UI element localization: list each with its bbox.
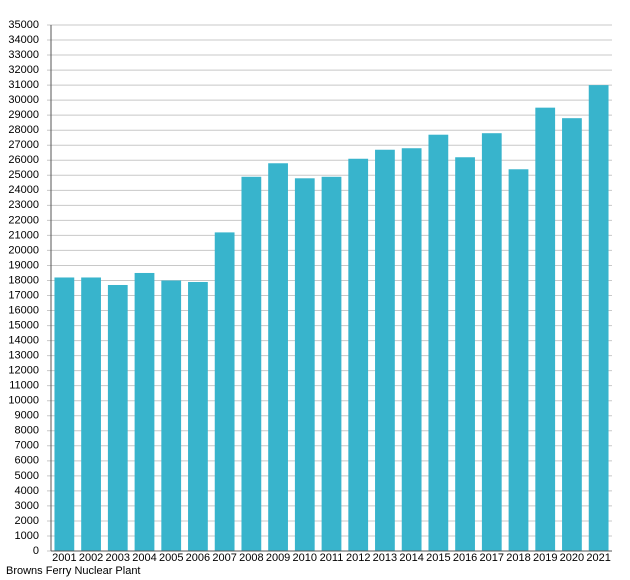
- y-tick-label: 27000: [8, 139, 39, 151]
- y-tick-label: 12000: [8, 365, 39, 377]
- x-tick-label: 2007: [212, 552, 236, 564]
- x-tick-label: 2010: [293, 552, 317, 564]
- x-tick-label: 2011: [320, 552, 344, 564]
- x-tick-label: 2004: [132, 552, 156, 564]
- x-tick-label: 2002: [79, 552, 103, 564]
- x-tick-label: 2001: [52, 552, 76, 564]
- bar: [428, 134, 449, 552]
- y-tick-label: 4000: [15, 485, 39, 497]
- y-tick-label: 34000: [8, 34, 39, 46]
- y-tick-label: 35000: [8, 19, 39, 31]
- bar: [508, 169, 529, 551]
- y-tick-label: 30000: [8, 94, 39, 106]
- x-tick-label: 2008: [239, 552, 263, 564]
- x-tick-label: 2005: [159, 552, 183, 564]
- x-tick-label: 2014: [399, 552, 423, 564]
- y-tick-label: 22000: [8, 214, 39, 226]
- y-tick-label: 19000: [8, 259, 39, 271]
- bar: [241, 176, 262, 551]
- y-tick-label: 10000: [8, 395, 39, 407]
- bar: [107, 284, 128, 551]
- y-tick-label: 15000: [8, 319, 39, 331]
- bar: [348, 158, 369, 552]
- y-tick-label: 6000: [15, 455, 39, 467]
- bar: [268, 163, 288, 551]
- bar: [161, 280, 182, 551]
- y-tick-label: 7000: [15, 440, 39, 452]
- y-tick-label: 9000: [15, 410, 39, 422]
- y-tick-label: 31000: [8, 79, 39, 91]
- bar: [481, 133, 502, 551]
- bar: [188, 281, 208, 551]
- bar: [321, 176, 342, 551]
- y-tick-label: 33000: [8, 49, 39, 61]
- y-tick-label: 2000: [15, 515, 39, 527]
- x-tick-label: 2013: [373, 552, 397, 564]
- y-tick-label: 13000: [8, 350, 39, 362]
- x-tick-label: 2003: [106, 552, 130, 564]
- x-tick-label: 2020: [560, 552, 584, 564]
- bar: [54, 277, 75, 551]
- x-tick-label: 2012: [346, 552, 370, 564]
- y-tick-label: 24000: [8, 184, 39, 196]
- y-tick-label: 28000: [8, 124, 39, 136]
- x-tick-label: 2015: [426, 552, 450, 564]
- y-tick-label: 17000: [8, 289, 39, 301]
- y-tick-label: 16000: [8, 304, 39, 316]
- y-tick-label: 25000: [8, 169, 39, 181]
- y-tick-label: 18000: [8, 274, 39, 286]
- bar: [375, 149, 395, 552]
- y-tick-label: 3000: [15, 500, 39, 512]
- x-axis-label: Browns Ferry Nuclear Plant: [6, 565, 141, 577]
- y-tick-label: 29000: [8, 109, 39, 121]
- y-tick-label: 14000: [8, 335, 39, 347]
- y-tick-label: 5000: [15, 470, 39, 482]
- y-tick-label: 26000: [8, 154, 39, 166]
- y-tick-label: 1000: [15, 530, 39, 542]
- y-tick-label: 0: [33, 545, 39, 557]
- bar: [588, 85, 609, 551]
- x-tick-label: 2019: [533, 552, 557, 564]
- y-tick-label: 23000: [8, 199, 39, 211]
- y-tick-label: 21000: [8, 229, 39, 241]
- x-tick-label: 2021: [586, 552, 610, 564]
- bar: [134, 272, 155, 551]
- bar: [401, 148, 422, 551]
- bar: [562, 118, 582, 552]
- x-tick-label: 2009: [266, 552, 290, 564]
- y-tick-label: 8000: [15, 425, 39, 437]
- bar: [294, 178, 315, 551]
- y-tick-label: 11000: [9, 380, 39, 392]
- x-tick-label: 2016: [453, 552, 477, 564]
- bar: [81, 277, 101, 551]
- bar: [535, 107, 556, 552]
- y-tick-label: 32000: [8, 64, 39, 76]
- bar: [455, 157, 475, 551]
- bar: [214, 232, 235, 551]
- y-tick-label: 20000: [8, 244, 39, 256]
- x-tick-label: 2017: [480, 552, 504, 564]
- x-tick-label: 2018: [506, 552, 530, 564]
- x-tick-label: 2006: [186, 552, 210, 564]
